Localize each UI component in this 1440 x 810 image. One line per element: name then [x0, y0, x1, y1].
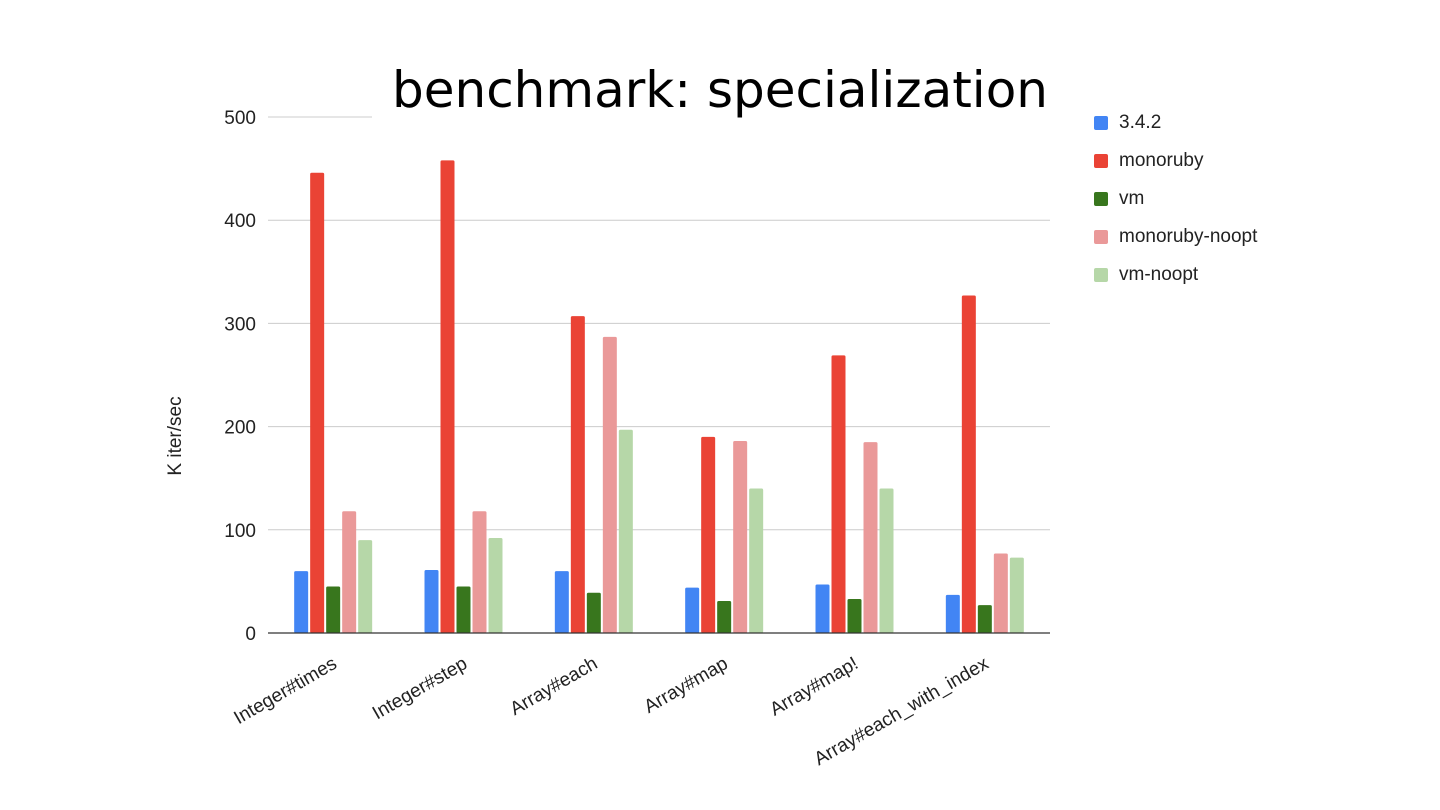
bar-3-4-2	[554, 571, 569, 633]
legend-item: monoruby	[1094, 142, 1257, 180]
y-axis-label: K iter/sec	[165, 396, 186, 475]
legend: 3.4.2 monoruby vm monoruby-noopt vm-noopt	[1094, 104, 1257, 294]
bar-monoruby	[831, 355, 846, 633]
legend-label: monoruby	[1119, 150, 1204, 171]
bar-vm-noopt	[749, 488, 764, 633]
legend-label: vm	[1119, 188, 1145, 209]
bar-vm	[326, 586, 341, 633]
bar-monoruby-noopt	[863, 442, 878, 633]
bar-vm	[586, 592, 601, 633]
bar-3-4-2	[294, 571, 309, 633]
bar-monoruby-noopt	[472, 511, 487, 633]
x-tick-label: Array#map!	[766, 653, 862, 720]
x-tick-label: Array#map	[641, 653, 732, 718]
y-tick-label: 0	[245, 624, 256, 645]
bar-monoruby-noopt	[342, 511, 357, 633]
legend-label: monoruby-noopt	[1119, 226, 1258, 247]
bars	[294, 160, 1024, 633]
bar-monoruby	[701, 436, 716, 633]
legend-item: vm	[1094, 180, 1257, 218]
x-tick-label: Array#each	[507, 653, 602, 720]
bar-monoruby-noopt	[733, 441, 748, 633]
bar-3-4-2	[945, 594, 960, 633]
legend-swatch	[1094, 116, 1108, 130]
legend-label: 3.4.2	[1119, 112, 1162, 133]
bar-monoruby	[310, 172, 325, 633]
legend-item: vm-noopt	[1094, 256, 1257, 294]
legend-swatch	[1094, 268, 1108, 282]
legend-item: 3.4.2	[1094, 104, 1257, 142]
bar-vm-noopt	[488, 538, 503, 633]
bar-vm	[977, 605, 992, 633]
legend-item: monoruby-noopt	[1094, 218, 1257, 256]
bar-vm-noopt	[879, 488, 894, 633]
bar-monoruby	[440, 160, 455, 633]
x-tick-label: Integer#step	[369, 653, 471, 724]
bar-monoruby	[570, 316, 585, 633]
legend-swatch	[1094, 192, 1108, 206]
bar-vm	[847, 598, 862, 633]
bar-monoruby-noopt	[993, 553, 1008, 633]
bar-vm-noopt	[1009, 557, 1024, 633]
bar-monoruby-noopt	[602, 336, 617, 633]
y-tick-label: 200	[224, 418, 256, 439]
y-tick-label: 100	[224, 521, 256, 542]
y-tick-label: 500	[224, 108, 256, 129]
y-tick-label: 300	[224, 314, 256, 335]
gridlines	[268, 116, 1050, 531]
bar-vm	[717, 601, 732, 633]
bar-vm	[456, 586, 471, 633]
legend-swatch	[1094, 230, 1108, 244]
bar-monoruby	[961, 295, 976, 633]
bar-3-4-2	[685, 587, 700, 633]
x-tick-label: Integer#times	[230, 653, 340, 729]
legend-label: vm-noopt	[1119, 264, 1199, 285]
bar-vm-noopt	[358, 540, 373, 633]
legend-swatch	[1094, 154, 1108, 168]
y-tick-label: 400	[224, 211, 256, 232]
bar-3-4-2	[815, 584, 830, 633]
bar-3-4-2	[424, 570, 439, 633]
chart-title: benchmark: specialization	[392, 61, 1048, 119]
bar-vm-noopt	[618, 429, 633, 633]
